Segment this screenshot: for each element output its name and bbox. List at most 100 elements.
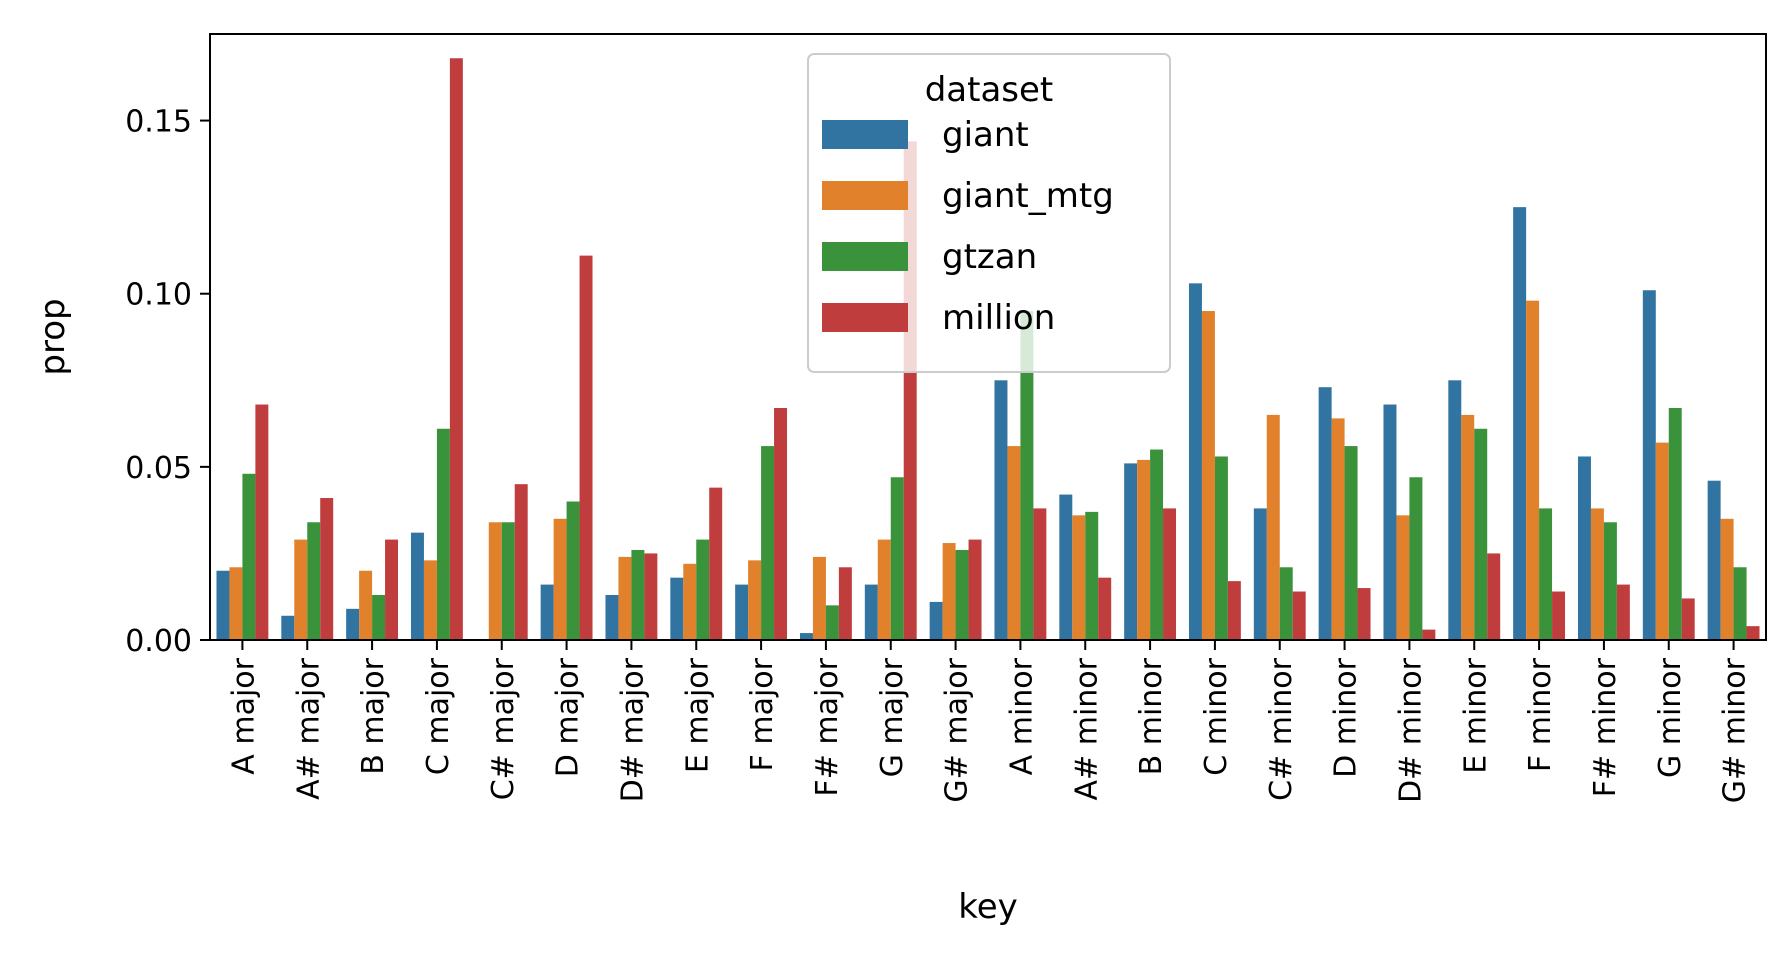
x-axis: A major A# major B major C major C# major D m… (226, 640, 1753, 803)
legend-label-million: million (942, 298, 1055, 338)
bar-million-24 (1746, 626, 1760, 640)
bar-gtzan-12 (955, 549, 969, 640)
x-tick-label: D major (551, 657, 586, 777)
legend-title: dataset (925, 70, 1054, 110)
bar-million-15 (1163, 508, 1177, 640)
bar-million-12 (968, 539, 982, 640)
bar-million-5 (514, 484, 528, 640)
plot-frame (209, 33, 1767, 641)
bar-giant-24 (1707, 480, 1721, 640)
bar-giant-mtg-10 (812, 556, 826, 640)
bar-million-7 (644, 553, 658, 640)
bar-gtzan-19 (1409, 477, 1423, 640)
legend-swatch-giant-mtg (822, 181, 908, 210)
bar-gtzan-21 (1539, 508, 1553, 640)
bar-giant-mtg-24 (1720, 518, 1734, 640)
bar-million-21 (1552, 591, 1566, 640)
bar-giant-mtg-17 (1266, 414, 1280, 640)
bar-million-14 (1098, 577, 1112, 640)
bar-giant-mtg-13 (1007, 446, 1021, 640)
bar-giant-mtg-21 (1526, 300, 1540, 640)
bar-million-20 (1487, 553, 1501, 640)
bar-gtzan-20 (1474, 428, 1488, 640)
bar-gtzan-5 (501, 522, 515, 640)
bar-gtzan-6 (566, 501, 580, 640)
bar-million-18 (1357, 588, 1371, 640)
x-tick-label: C# major (486, 657, 521, 800)
bar-giant-mtg-2 (294, 539, 308, 640)
x-tick-label: A# minor (1069, 657, 1104, 800)
bar-million-16 (1227, 581, 1241, 640)
bar-gtzan-4 (436, 428, 450, 640)
bar-giant-mtg-9 (748, 560, 762, 640)
y-axis: 0.00 0.05 0.10 0.15 (125, 105, 210, 659)
x-tick-label: G minor (1653, 657, 1688, 778)
bar-gtzan-2 (307, 522, 321, 640)
bar-giant-20 (1448, 380, 1462, 640)
bar-gtzan-17 (1279, 567, 1293, 640)
bar-giant-mtg-14 (1072, 515, 1086, 640)
bar-giant-mtg-6 (553, 518, 567, 640)
bar-giant-12 (929, 601, 943, 640)
bar-million-23 (1681, 598, 1695, 640)
x-axis-label: key (958, 887, 1018, 927)
bar-gtzan-3 (372, 594, 386, 640)
x-tick-label: F# major (810, 657, 845, 796)
bar-giant-mtg-18 (1331, 418, 1345, 640)
bar-gtzan-15 (1150, 449, 1164, 640)
bar-giant-mtg-19 (1396, 515, 1410, 640)
bar-giant-11 (864, 584, 878, 640)
x-tick-label: D# minor (1393, 657, 1428, 803)
bar-giant-mtg-4 (423, 560, 437, 640)
x-tick-label: C minor (1199, 657, 1234, 775)
bar-giant-mtg-11 (877, 539, 891, 640)
bar-giant-13 (994, 380, 1008, 640)
x-tick-label: F# minor (1588, 657, 1623, 797)
x-tick-label: D minor (1329, 657, 1364, 778)
bar-gtzan-9 (761, 446, 775, 640)
legend-label-gtzan: gtzan (942, 237, 1037, 277)
legend-swatch-gtzan (822, 242, 908, 271)
y-tick-label: 0.15 (125, 105, 192, 140)
x-tick-label: D# major (615, 657, 650, 802)
x-tick-label: A minor (1004, 657, 1039, 775)
bar-giant-mtg-8 (683, 563, 697, 640)
x-tick-label: F minor (1523, 657, 1558, 772)
legend-label-giant: giant (942, 115, 1029, 155)
bar-giant-6 (540, 584, 554, 640)
x-tick-label: B minor (1134, 657, 1169, 775)
bar-giant-16 (1188, 283, 1202, 640)
bar-million-3 (385, 539, 399, 640)
bar-gtzan-18 (1344, 446, 1358, 640)
bar-giant-mtg-12 (942, 543, 956, 640)
y-tick-label: 0.10 (125, 278, 192, 313)
x-tick-label: G# minor (1718, 657, 1753, 803)
bar-giant-23 (1642, 290, 1656, 640)
y-tick-label: 0.05 (125, 451, 192, 486)
bar-gtzan-22 (1603, 522, 1617, 640)
x-tick-label: G# major (940, 657, 975, 802)
bar-million-17 (1292, 591, 1306, 640)
bar-million-10 (838, 567, 852, 640)
bar-giant-mtg-1 (229, 567, 243, 640)
bar-giant-mtg-22 (1590, 508, 1604, 640)
bar-giant-22 (1577, 456, 1591, 640)
x-tick-label: A major (226, 657, 261, 774)
bar-giant-15 (1124, 463, 1138, 640)
bar-gtzan-14 (1085, 511, 1099, 640)
bar-giant-mtg-5 (488, 522, 502, 640)
bar-giant-19 (1383, 404, 1397, 640)
bar-giant-14 (1059, 494, 1073, 640)
bar-giant-21 (1513, 207, 1527, 640)
bar-giant-mtg-3 (359, 570, 373, 640)
bar-giant-4 (410, 532, 424, 640)
bar-giant-mtg-23 (1655, 442, 1669, 640)
bar-giant-3 (346, 608, 360, 640)
bar-giant-7 (605, 594, 619, 640)
bar-giant-10 (799, 633, 813, 640)
bar-giant-9 (735, 584, 749, 640)
bar-million-19 (1422, 629, 1436, 640)
bar-gtzan-8 (696, 539, 710, 640)
bar-giant-mtg-7 (618, 556, 632, 640)
bar-gtzan-16 (1214, 456, 1228, 640)
